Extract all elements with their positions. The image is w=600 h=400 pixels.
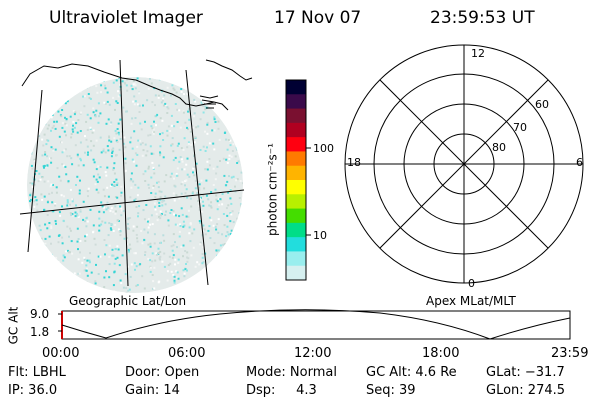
mlt-label-6: 6 [576, 156, 583, 169]
altitude-curve [61, 309, 571, 340]
status-glon: GLon: 274.5 [486, 383, 566, 398]
uv-image-disk [27, 77, 243, 293]
altitude-ytick-9: 9.0 [30, 307, 50, 321]
status-gc-alt: GC Alt: 4.6 Re [366, 365, 457, 380]
colorbar-band [286, 180, 306, 195]
colorbar-band [286, 208, 306, 224]
mlt-label-18: 18 [347, 156, 361, 169]
altitude-xtick: 23:59 [551, 346, 589, 361]
colorbar-band [286, 222, 306, 238]
colorbar-tick-100: 100 [313, 142, 334, 155]
colorbar-band [286, 251, 306, 267]
geo-panel-label: Geographic Lat/Lon [69, 294, 187, 308]
colorbar-band [286, 108, 306, 124]
status-door: Door: Open [125, 365, 200, 380]
altitude-frame [61, 310, 571, 340]
colorbar-band [286, 137, 306, 152]
altitude-xtick: 06:00 [168, 346, 206, 361]
polar-panel-label: Apex MLat/MLT [426, 294, 516, 308]
date-label: 17 Nov 07 [274, 8, 362, 28]
altitude-xtick: 18:00 [422, 346, 460, 361]
coastline-islands [199, 95, 219, 109]
colorbar-band [286, 122, 306, 138]
status-dsp: Dsp: 4.3 [246, 383, 317, 398]
colorbar-tick-10: 10 [313, 229, 327, 242]
colorbar [286, 80, 306, 281]
altitude-ytick-1.8: 1.8 [30, 325, 50, 339]
colorbar-band [286, 165, 306, 181]
altitude-ylabel: GC Alt [6, 306, 21, 345]
mlt-label-12: 12 [471, 47, 485, 60]
instrument-title: Ultraviolet Imager [49, 8, 203, 28]
status-glat: GLat: −31.7 [486, 365, 565, 380]
altitude-xtick: 12:00 [294, 346, 332, 361]
lat-label-70: 70 [513, 121, 527, 134]
status-ip: IP: 36.0 [8, 383, 58, 398]
status-seq: Seq: 39 [366, 383, 416, 398]
time-label: 23:59:53 UT [430, 8, 535, 28]
mlt-label-0: 0 [468, 277, 475, 290]
altitude-xtick: 00:00 [42, 346, 80, 361]
colorbar-frame [285, 79, 307, 281]
colorbar-band [286, 194, 306, 210]
lat-label-80: 80 [492, 141, 506, 154]
colorbar-unit-label: photon cm⁻²s⁻¹ [265, 143, 280, 236]
status-filter: Flt: LBHL [8, 365, 66, 380]
colorbar-band [286, 265, 306, 281]
polar-grid [344, 44, 584, 284]
colorbar-band [286, 80, 306, 95]
lat-label-60: 60 [535, 98, 549, 111]
colorbar-band [286, 237, 306, 252]
colorbar-band [286, 151, 306, 167]
colorbar-band [286, 94, 306, 110]
geo-grid [19, 59, 245, 287]
status-gain: Gain: 14 [125, 383, 180, 398]
coastline-east [205, 59, 253, 81]
status-mode: Mode: Normal [246, 365, 337, 380]
